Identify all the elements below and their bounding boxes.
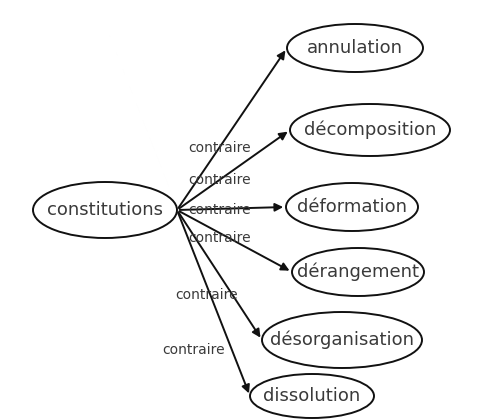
Text: décomposition: décomposition bbox=[304, 121, 436, 139]
Text: contraire: contraire bbox=[188, 231, 251, 245]
Ellipse shape bbox=[33, 182, 177, 238]
Text: contraire: contraire bbox=[188, 173, 251, 187]
Text: contraire: contraire bbox=[188, 141, 251, 155]
Text: dissolution: dissolution bbox=[263, 387, 361, 405]
Text: dérangement: dérangement bbox=[297, 263, 419, 281]
Text: contraire: contraire bbox=[162, 343, 225, 357]
Text: constitutions: constitutions bbox=[47, 201, 163, 219]
Text: désorganisation: désorganisation bbox=[270, 331, 414, 349]
Ellipse shape bbox=[286, 183, 418, 231]
Ellipse shape bbox=[287, 24, 423, 72]
Text: contraire: contraire bbox=[188, 203, 251, 217]
Text: déformation: déformation bbox=[297, 198, 407, 216]
Ellipse shape bbox=[290, 104, 450, 156]
Text: annulation: annulation bbox=[307, 39, 403, 57]
Ellipse shape bbox=[250, 374, 374, 418]
Ellipse shape bbox=[292, 248, 424, 296]
Ellipse shape bbox=[262, 312, 422, 368]
Text: contraire: contraire bbox=[175, 288, 238, 302]
